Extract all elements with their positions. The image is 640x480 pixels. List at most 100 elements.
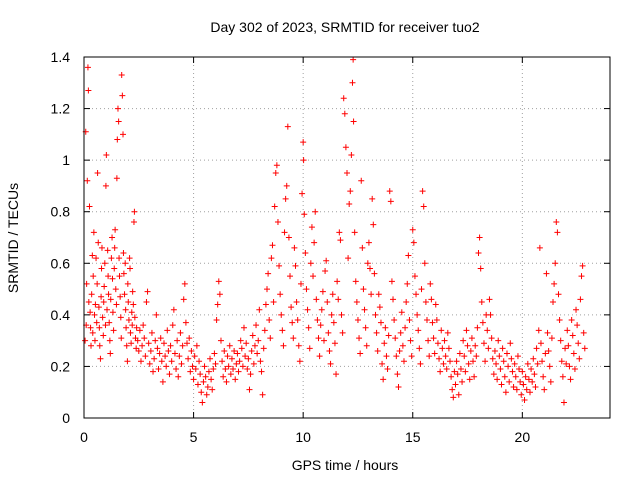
data-point — [320, 337, 327, 344]
data-point — [185, 355, 192, 362]
data-point — [444, 329, 451, 336]
data-point — [345, 255, 352, 262]
data-point — [163, 363, 170, 370]
data-point — [89, 252, 96, 259]
data-point — [308, 224, 315, 231]
data-point — [226, 342, 233, 349]
data-point — [516, 366, 523, 373]
data-point — [394, 371, 401, 378]
data-point — [115, 118, 122, 125]
data-point — [131, 208, 138, 215]
data-point — [490, 371, 497, 378]
data-point — [477, 265, 484, 272]
data-point — [101, 260, 108, 267]
data-point — [318, 306, 325, 313]
data-point — [471, 373, 478, 380]
data-point — [502, 389, 509, 396]
data-point — [97, 355, 104, 362]
data-point — [281, 229, 288, 236]
data-point — [86, 203, 93, 210]
data-point — [95, 304, 102, 311]
y-axis-label: SRMTID / TECUs — [5, 183, 21, 293]
data-points — [82, 56, 588, 406]
data-point — [565, 342, 572, 349]
data-point — [532, 384, 539, 391]
data-point — [105, 291, 112, 298]
data-point — [90, 273, 97, 280]
data-point — [550, 298, 557, 305]
data-point — [470, 358, 477, 365]
data-point — [169, 322, 176, 329]
data-point — [125, 298, 132, 305]
data-point — [170, 306, 177, 313]
data-point — [276, 262, 283, 269]
data-point — [395, 384, 402, 391]
data-point — [498, 381, 505, 388]
data-point — [408, 353, 415, 360]
data-point — [317, 322, 324, 329]
data-point — [420, 203, 427, 210]
data-point — [574, 322, 581, 329]
y-tick-label: 0.8 — [51, 204, 71, 220]
data-point — [227, 371, 234, 378]
data-point — [416, 345, 423, 352]
data-point — [364, 260, 371, 267]
data-point — [517, 378, 524, 385]
data-point — [373, 329, 380, 336]
data-point — [110, 327, 117, 334]
data-point — [129, 288, 136, 295]
data-point — [535, 327, 542, 334]
data-point — [530, 355, 537, 362]
data-point — [87, 309, 94, 316]
data-point — [451, 368, 458, 375]
data-point — [98, 293, 105, 300]
data-point — [205, 368, 212, 375]
data-point — [126, 255, 133, 262]
data-point — [118, 72, 125, 79]
data-point — [419, 188, 426, 195]
data-point — [491, 347, 498, 354]
data-point — [147, 347, 154, 354]
data-point — [242, 353, 249, 360]
data-point — [459, 378, 466, 385]
data-point — [518, 391, 525, 398]
data-point — [190, 376, 197, 383]
data-point — [220, 373, 227, 380]
data-point — [212, 360, 219, 367]
data-point — [273, 162, 280, 169]
x-tick-label: 15 — [405, 429, 421, 445]
data-point — [121, 291, 128, 298]
data-point — [124, 280, 131, 287]
plot-frame — [83, 56, 611, 419]
data-point — [191, 353, 198, 360]
data-point — [280, 342, 287, 349]
data-point — [396, 347, 403, 354]
data-point — [250, 360, 257, 367]
data-point — [143, 298, 150, 305]
data-point — [363, 342, 370, 349]
chart-title: Day 302 of 2023, SRMTID for receiver tuo… — [210, 19, 479, 35]
x-tick-label: 10 — [295, 429, 311, 445]
data-point — [160, 340, 167, 347]
data-point — [131, 314, 138, 321]
y-tick-label: 1.2 — [51, 101, 71, 117]
data-point — [488, 335, 495, 342]
data-point — [503, 350, 510, 357]
data-point — [436, 355, 443, 362]
data-point — [427, 280, 434, 287]
data-point — [142, 353, 149, 360]
data-point — [111, 265, 118, 272]
data-point — [388, 278, 395, 285]
data-point — [98, 265, 105, 272]
data-point — [443, 366, 450, 373]
data-point — [478, 298, 485, 305]
data-point — [329, 291, 336, 298]
data-point — [495, 337, 502, 344]
data-point — [465, 360, 472, 367]
data-point — [112, 286, 119, 293]
data-point — [179, 342, 186, 349]
data-point — [95, 239, 102, 246]
data-point — [215, 278, 222, 285]
data-point — [361, 306, 368, 313]
